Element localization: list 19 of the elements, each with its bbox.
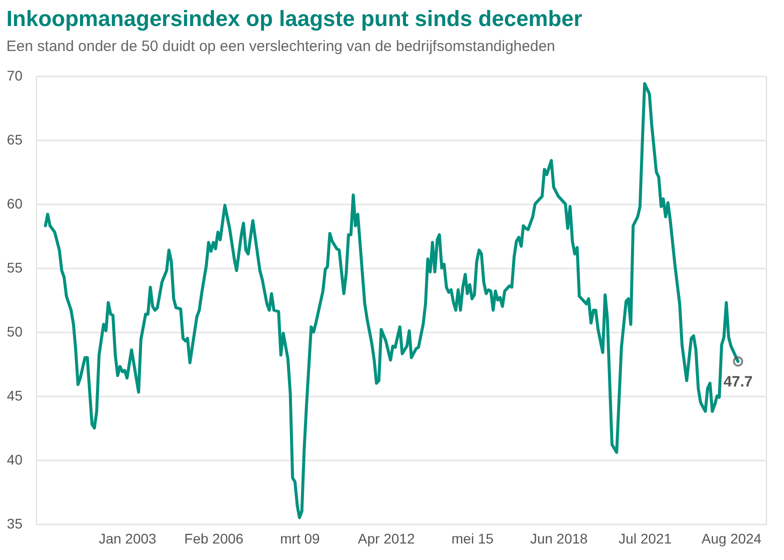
y-tick-label: 70 bbox=[6, 68, 23, 84]
annotation: 47.7 bbox=[723, 373, 753, 390]
x-tick-label: Jan 2003 bbox=[98, 530, 157, 546]
x-tick-label: Jun 2018 bbox=[530, 530, 588, 546]
y-tick-label: 35 bbox=[6, 516, 23, 532]
x-tick-label: mrt 09 bbox=[280, 530, 320, 546]
y-tick-label: 60 bbox=[6, 196, 23, 212]
x-tick-label: Feb 2006 bbox=[184, 530, 244, 546]
y-tick-label: 55 bbox=[6, 260, 23, 276]
y-tick-label: 50 bbox=[6, 324, 23, 340]
x-tick-label: Apr 2012 bbox=[358, 530, 415, 546]
y-tick-label: 45 bbox=[6, 388, 23, 404]
x-tick-label: Jul 2021 bbox=[618, 530, 672, 546]
chart-title: Inkoopmanagersindex op laagste punt sinds december bbox=[6, 6, 583, 31]
chart-subtitle: Een stand onder de 50 duidt op een verslechtering van de bedrijfsomstandigheden bbox=[6, 38, 556, 55]
y-tick-label: 65 bbox=[6, 132, 23, 148]
x-tick-label: Aug 2024 bbox=[702, 530, 762, 546]
x-tick-label: mei 15 bbox=[452, 530, 494, 546]
y-tick-label: 40 bbox=[6, 452, 23, 468]
